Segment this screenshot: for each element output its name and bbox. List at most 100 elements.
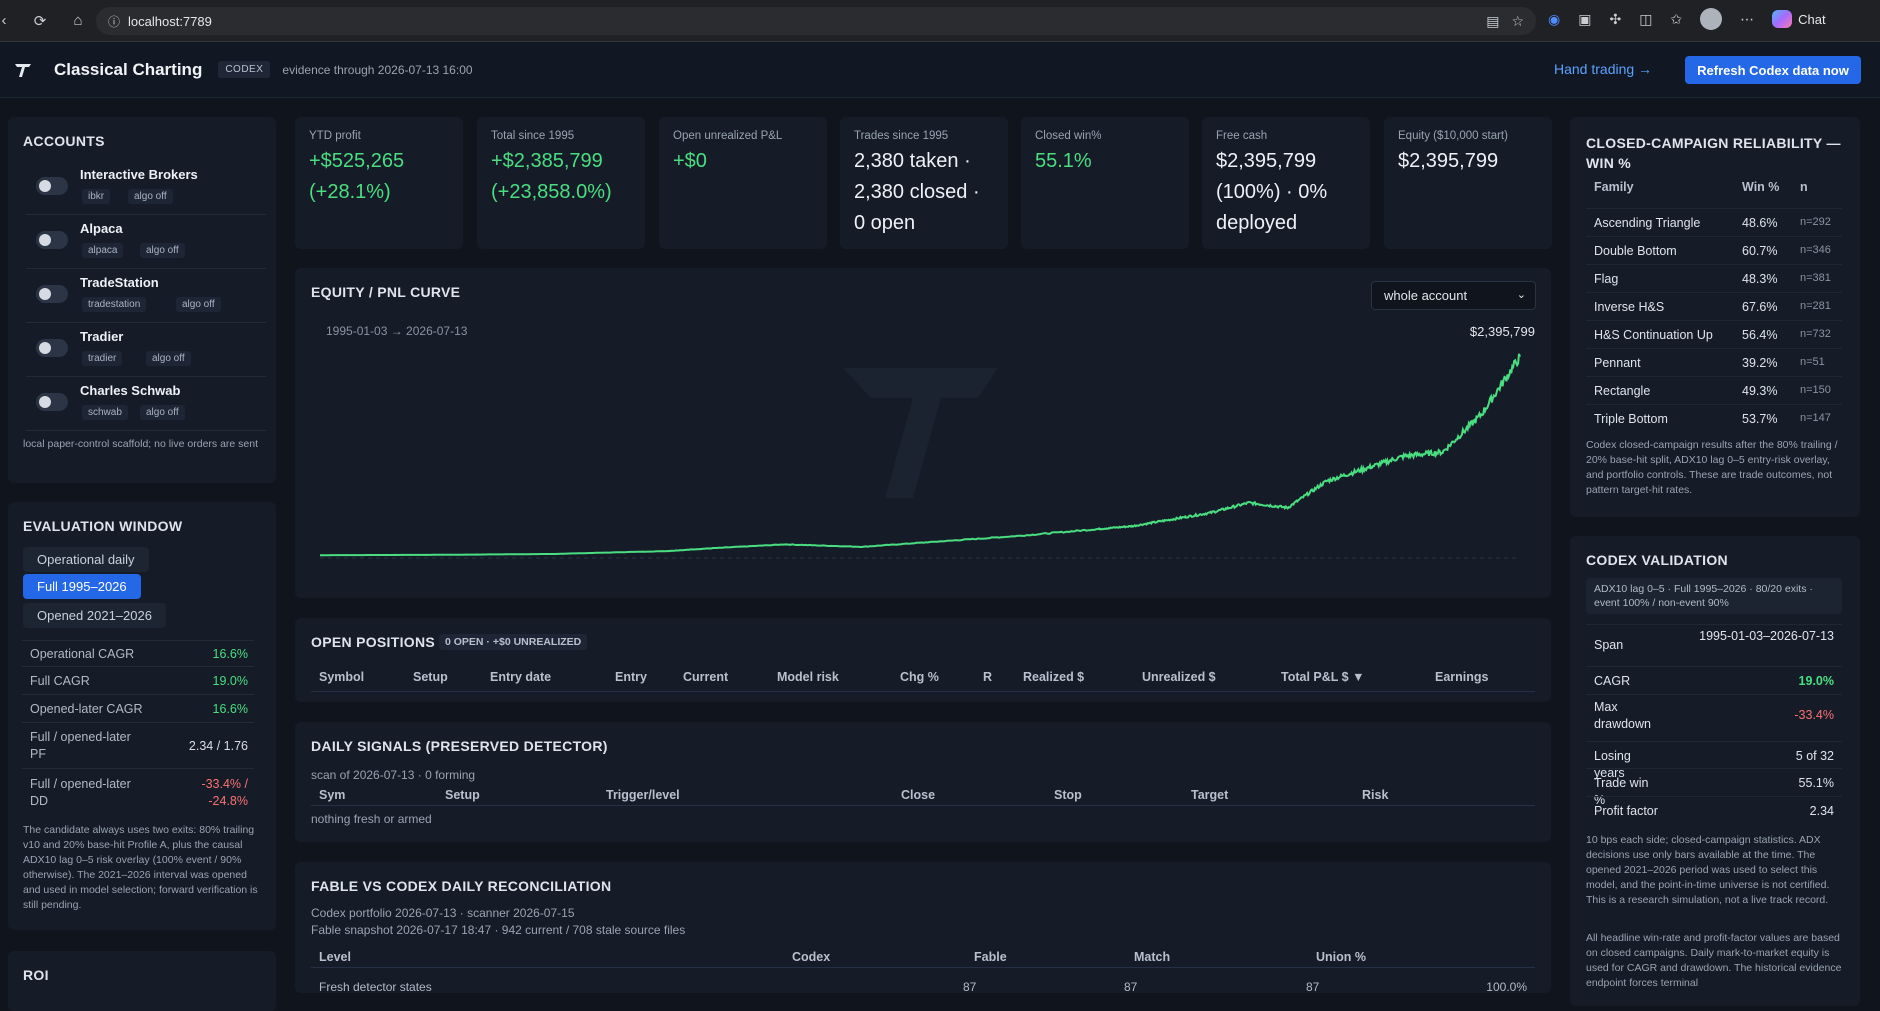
eval-full-button[interactable]: Full 1995–2026: [23, 574, 141, 599]
positions-column-header[interactable]: Setup: [413, 670, 448, 684]
account-toggle[interactable]: [36, 339, 68, 357]
accounts-title: ACCOUNTS: [23, 133, 105, 149]
rec-fable: 87: [1124, 980, 1138, 993]
validation-label: CAGR: [1594, 674, 1631, 688]
reconciliation-column-header[interactable]: Union %: [1316, 950, 1366, 964]
rel-win: 53.7%: [1742, 412, 1778, 426]
positions-column-header[interactable]: Total P&L $ ▼: [1281, 670, 1365, 684]
positions-column-header[interactable]: Symbol: [319, 670, 365, 684]
signals-empty: nothing fresh or armed: [311, 812, 432, 826]
eval-operational-daily-button[interactable]: Operational daily: [23, 547, 149, 572]
equity-end-value: $2,395,799: [1469, 324, 1535, 339]
signals-column-header[interactable]: Close: [901, 788, 936, 802]
positions-column-header[interactable]: Chg %: [900, 670, 939, 684]
reliability-note: Codex closed-campaign results after the …: [1586, 439, 1838, 496]
extension-icon[interactable]: ◉: [1548, 10, 1561, 27]
app-header: Classical Charting CODEX evidence throug…: [0, 42, 1880, 98]
home-icon[interactable]: ⌂: [73, 12, 83, 29]
back-icon[interactable]: ‹: [1, 12, 7, 29]
validation-label: Losing years: [1594, 749, 1631, 780]
account-selector[interactable]: whole account ⌄: [1371, 281, 1536, 310]
validation-label: Trade win %: [1594, 776, 1649, 807]
site-info-icon[interactable]: ⓘ: [108, 14, 121, 29]
positions-column-header[interactable]: R: [983, 670, 993, 684]
reconciliation-panel: FABLE VS CODEX DAILY RECONCILIATION Code…: [295, 862, 1551, 993]
reliability-row: Flag 48.3% n=381: [1586, 264, 1842, 292]
validation-value: -33.4%: [1794, 708, 1834, 722]
validation-note1: 10 bps each side; closed-campaign statis…: [1586, 834, 1830, 906]
positions-column-header[interactable]: Entry: [615, 670, 647, 684]
account-toggle[interactable]: [36, 177, 68, 195]
algo-status-badge: algo off: [176, 297, 221, 312]
reconciliation-column-header[interactable]: Match: [1134, 950, 1171, 964]
signals-column-header[interactable]: Setup: [445, 788, 480, 802]
reliability-header: Family Win % n: [1586, 180, 1844, 202]
app-logo-icon: [12, 59, 34, 81]
reload-icon[interactable]: ⟳: [33, 12, 47, 30]
validation-value: 5 of 32: [1795, 749, 1834, 763]
positions-column-header[interactable]: Current: [683, 670, 729, 684]
account-name: TradeStation: [80, 275, 159, 290]
reconciliation-column-header[interactable]: Level: [319, 950, 351, 964]
kpi-card: Free cash $2,395,799 (100%) · 0% deployed: [1202, 117, 1370, 249]
account-toggle[interactable]: [36, 285, 68, 303]
algo-status-badge: algo off: [146, 351, 191, 366]
rel-family: Inverse H&S: [1594, 300, 1665, 314]
signals-column-header[interactable]: Sym: [319, 788, 346, 802]
account-toggle[interactable]: [36, 231, 68, 249]
more-icon[interactable]: ⋯: [1740, 10, 1755, 27]
image-extension-icon[interactable]: ▣: [1578, 10, 1592, 27]
chat-button[interactable]: Chat: [1772, 10, 1826, 28]
equity-date-range: 1995-01-03 → 2026-07-13: [326, 324, 468, 338]
address-bar[interactable]: ⓘ localhost:7789 ▤ ☆: [96, 7, 1536, 35]
kpi-value: 2,380 taken · 2,380 closed · 0 open: [854, 150, 980, 234]
eval-opened-button[interactable]: Opened 2021–2026: [23, 603, 166, 628]
rec-match: 87: [1306, 980, 1320, 993]
account-toggle[interactable]: [36, 393, 68, 411]
positions-title: OPEN POSITIONS: [311, 634, 435, 650]
evaluation-title: EVALUATION WINDOW: [23, 518, 183, 534]
favorite-star-icon[interactable]: ☆: [1511, 12, 1524, 29]
validation-value: 19.0%: [1798, 674, 1834, 688]
split-icon[interactable]: ◫: [1639, 10, 1653, 27]
eval-value: 16.6%: [212, 702, 248, 716]
signals-column-header[interactable]: Target: [1191, 788, 1229, 802]
signals-column-header[interactable]: Risk: [1362, 788, 1389, 802]
validation-row: CAGR 19.0%: [1586, 666, 1842, 694]
eval-value: 19.0%: [212, 674, 248, 688]
equity-chart: [320, 353, 1521, 559]
equity-panel: EQUITY / PNL CURVE 1995-01-03 → 2026-07-…: [295, 268, 1551, 598]
positions-column-header[interactable]: Realized $: [1023, 670, 1085, 684]
profile-avatar[interactable]: [1700, 8, 1723, 30]
url-text: localhost:7789: [128, 13, 212, 29]
hand-trading-link[interactable]: Hand trading →: [1554, 61, 1653, 77]
equity-line: [320, 353, 1521, 557]
roi-title: ROI: [23, 967, 49, 983]
validation-value: 1995-01-03–2026-07-13: [1699, 629, 1834, 643]
validation-label: Span: [1594, 638, 1624, 652]
eval-label: Opened-later CAGR: [30, 702, 143, 716]
positions-column-header[interactable]: Unrealized $: [1142, 670, 1216, 684]
kpi-value: +$0: [673, 150, 707, 172]
rec-union: 100.0%: [1486, 980, 1527, 993]
signals-column-header[interactable]: Trigger/level: [606, 788, 680, 802]
signals-panel: DAILY SIGNALS (PRESERVED DETECTOR) scan …: [295, 722, 1551, 842]
validation-row: Span 1995-01-03–2026-07-13: [1586, 624, 1842, 666]
reconciliation-line1: Codex portfolio 2026-07-13 · scanner 202…: [311, 906, 575, 920]
rel-win: 48.6%: [1742, 216, 1778, 230]
positions-summary-badge: 0 OPEN · +$0 UNREALIZED: [439, 634, 588, 650]
positions-panel: OPEN POSITIONS 0 OPEN · +$0 UNREALIZED S…: [295, 618, 1551, 702]
reconciliation-column-header[interactable]: Codex: [792, 950, 831, 964]
validation-note2: All headline win-rate and profit-factor …: [1586, 932, 1842, 989]
refresh-codex-button[interactable]: Refresh Codex data now: [1685, 56, 1861, 84]
reconciliation-title: FABLE VS CODEX DAILY RECONCILIATION: [311, 878, 612, 894]
positions-column-header[interactable]: Model risk: [777, 670, 839, 684]
reconciliation-column-header[interactable]: Fable: [974, 950, 1007, 964]
puzzle-icon[interactable]: ✣: [1609, 10, 1622, 27]
favorites-icon[interactable]: ✩: [1670, 10, 1683, 27]
kpi-value: +$525,265 (+28.1%): [309, 150, 405, 203]
positions-column-header[interactable]: Entry date: [490, 670, 552, 684]
reader-icon[interactable]: ▤: [1486, 12, 1500, 29]
signals-column-header[interactable]: Stop: [1054, 788, 1082, 802]
positions-column-header[interactable]: Earnings: [1435, 670, 1489, 684]
